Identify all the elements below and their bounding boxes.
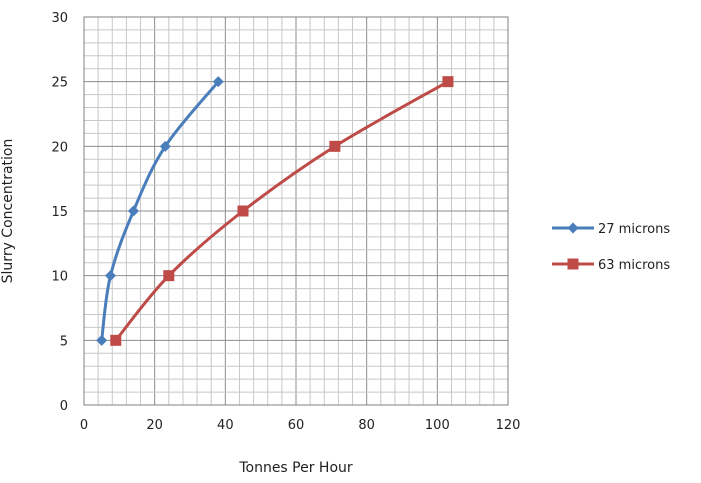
legend: 27 microns 63 microns — [552, 222, 670, 273]
series-2 — [110, 76, 454, 346]
data-point — [127, 205, 139, 217]
data-point — [105, 270, 116, 282]
data-point — [110, 334, 122, 346]
legend-label: 63 microns — [598, 258, 670, 273]
x-tick-label: 60 — [288, 418, 305, 433]
data-point — [163, 270, 175, 282]
y-tick-label: 15 — [51, 205, 68, 220]
series-1 — [96, 76, 224, 346]
x-axis-title: Tonnes Per Hour — [238, 460, 353, 476]
legend-label: 27 microns — [598, 222, 670, 237]
tick-labels: 0 20 40 60 80 100 120 0 5 10 15 20 25 30 — [51, 11, 520, 433]
data-point — [212, 76, 224, 88]
x-tick-label: 0 — [80, 418, 88, 433]
data-point — [442, 76, 454, 88]
x-tick-label: 100 — [425, 418, 450, 433]
y-axis-title: Slurry Concentration — [0, 139, 16, 284]
data-point — [96, 334, 108, 346]
x-tick-label: 20 — [146, 418, 163, 433]
y-tick-label: 10 — [51, 270, 68, 285]
y-tick-label: 0 — [60, 399, 68, 414]
data-point — [329, 140, 341, 152]
y-tick-label: 25 — [51, 76, 68, 91]
legend-item: 63 microns — [552, 258, 670, 273]
x-tick-label: 80 — [358, 418, 375, 433]
plot-frame — [83, 16, 509, 406]
x-tick-label: 40 — [217, 418, 234, 433]
legend-item: 27 microns — [552, 222, 670, 237]
data-point — [237, 205, 249, 217]
y-tick-label: 5 — [60, 334, 68, 349]
grid — [83, 16, 509, 406]
y-tick-label: 20 — [51, 140, 68, 155]
x-tick-label: 120 — [496, 418, 521, 433]
legend-marker — [567, 222, 579, 234]
y-tick-label: 30 — [51, 11, 68, 26]
data-point — [159, 140, 171, 152]
series — [96, 76, 454, 346]
legend-marker — [567, 258, 579, 270]
